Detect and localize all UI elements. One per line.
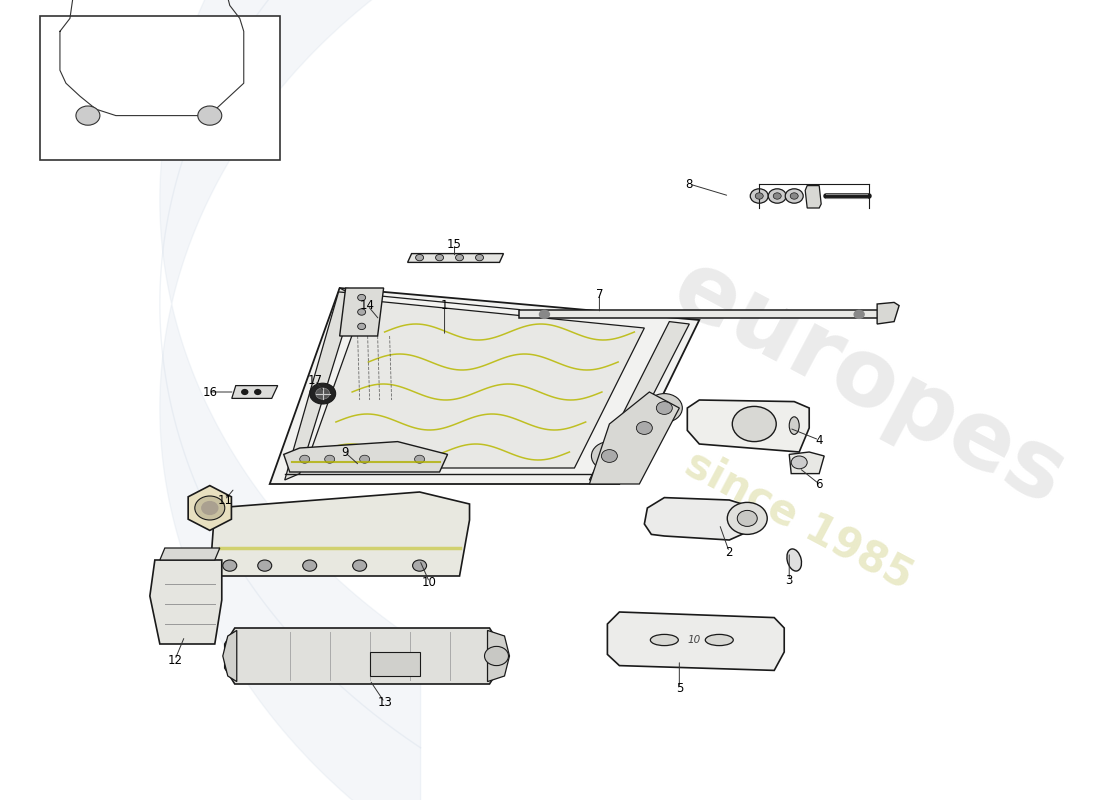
- Polygon shape: [224, 628, 499, 684]
- Polygon shape: [232, 386, 277, 398]
- Circle shape: [299, 455, 310, 463]
- Circle shape: [302, 560, 317, 571]
- Polygon shape: [340, 288, 384, 336]
- Circle shape: [358, 294, 365, 301]
- Circle shape: [412, 560, 427, 571]
- Polygon shape: [877, 302, 899, 324]
- Circle shape: [475, 254, 484, 261]
- Text: 2: 2: [726, 546, 733, 558]
- Circle shape: [316, 388, 330, 399]
- Polygon shape: [210, 492, 470, 576]
- Text: 10: 10: [422, 576, 437, 589]
- Polygon shape: [284, 442, 448, 472]
- Text: 5: 5: [675, 682, 683, 694]
- Circle shape: [198, 106, 222, 126]
- Text: 9: 9: [341, 446, 349, 458]
- Circle shape: [855, 310, 865, 318]
- Circle shape: [773, 193, 781, 199]
- Circle shape: [255, 390, 261, 394]
- Circle shape: [539, 310, 550, 318]
- Polygon shape: [285, 288, 354, 480]
- Text: 10: 10: [688, 635, 701, 645]
- Circle shape: [727, 502, 767, 534]
- Polygon shape: [607, 612, 784, 670]
- Circle shape: [647, 394, 682, 422]
- Ellipse shape: [789, 417, 800, 434]
- Circle shape: [602, 450, 617, 462]
- Circle shape: [756, 193, 763, 199]
- Text: 16: 16: [202, 386, 218, 398]
- Ellipse shape: [786, 549, 802, 571]
- Circle shape: [358, 309, 365, 315]
- Circle shape: [626, 414, 662, 442]
- Polygon shape: [519, 310, 879, 318]
- Text: 14: 14: [360, 299, 375, 312]
- Circle shape: [201, 502, 218, 514]
- Circle shape: [592, 442, 627, 470]
- Circle shape: [223, 560, 236, 571]
- Circle shape: [637, 422, 652, 434]
- Polygon shape: [188, 486, 231, 530]
- Polygon shape: [270, 288, 700, 484]
- Circle shape: [657, 402, 672, 414]
- Circle shape: [324, 455, 334, 463]
- Circle shape: [416, 254, 424, 261]
- Text: 15: 15: [447, 238, 462, 250]
- Circle shape: [785, 189, 803, 203]
- Text: 8: 8: [685, 178, 693, 190]
- Circle shape: [76, 106, 100, 126]
- Text: 12: 12: [167, 654, 183, 666]
- Polygon shape: [590, 322, 690, 480]
- Text: europes: europes: [658, 242, 1081, 526]
- Circle shape: [791, 456, 807, 469]
- Polygon shape: [645, 498, 755, 540]
- Polygon shape: [408, 254, 504, 262]
- Polygon shape: [805, 186, 822, 208]
- Circle shape: [768, 189, 786, 203]
- Polygon shape: [487, 630, 509, 682]
- Text: 1: 1: [441, 299, 449, 312]
- Circle shape: [733, 406, 777, 442]
- Text: 7: 7: [596, 288, 603, 301]
- Circle shape: [750, 189, 768, 203]
- Polygon shape: [590, 392, 680, 484]
- Text: since 1985: since 1985: [679, 442, 921, 598]
- Ellipse shape: [650, 634, 679, 646]
- FancyBboxPatch shape: [40, 16, 279, 160]
- Polygon shape: [789, 452, 824, 474]
- Text: 17: 17: [307, 374, 322, 387]
- Circle shape: [358, 323, 365, 330]
- Circle shape: [455, 254, 463, 261]
- Circle shape: [790, 193, 799, 199]
- Ellipse shape: [705, 634, 734, 646]
- Text: 6: 6: [815, 478, 823, 490]
- Circle shape: [436, 254, 443, 261]
- Circle shape: [310, 383, 336, 404]
- Polygon shape: [223, 630, 236, 682]
- Text: 4: 4: [815, 434, 823, 446]
- Polygon shape: [160, 548, 220, 560]
- Circle shape: [484, 646, 508, 666]
- Circle shape: [195, 496, 224, 520]
- Text: 13: 13: [377, 696, 392, 709]
- Text: 11: 11: [218, 494, 232, 506]
- Circle shape: [257, 560, 272, 571]
- Circle shape: [415, 455, 425, 463]
- Text: 3: 3: [785, 574, 793, 586]
- Polygon shape: [150, 560, 222, 644]
- Polygon shape: [305, 300, 645, 468]
- Circle shape: [737, 510, 757, 526]
- Circle shape: [353, 560, 366, 571]
- Polygon shape: [688, 400, 810, 452]
- Circle shape: [242, 390, 248, 394]
- Circle shape: [360, 455, 370, 463]
- Polygon shape: [370, 652, 419, 676]
